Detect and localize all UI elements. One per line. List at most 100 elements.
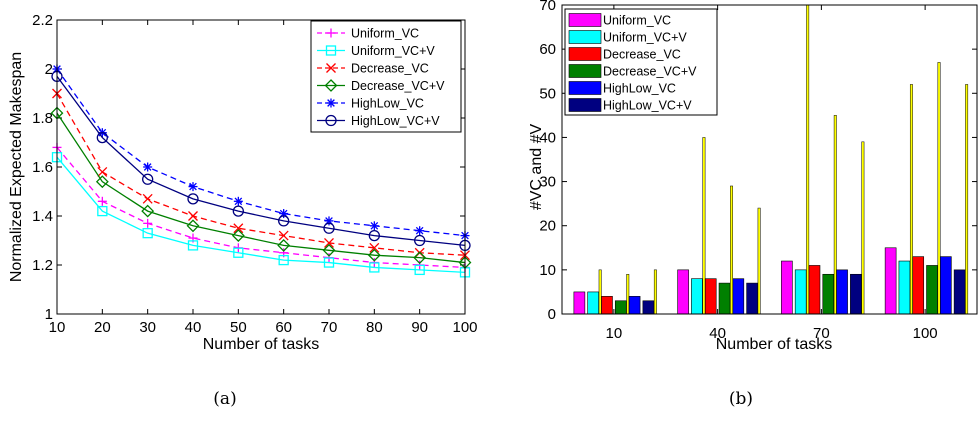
legend-label: HighLow_VC+V bbox=[351, 114, 440, 128]
bar-uniform-vc-v bbox=[794, 269, 807, 315]
bar-uniform-vc-v bbox=[691, 278, 703, 315]
data-point bbox=[142, 173, 154, 185]
chart-a-xlabel: Number of tasks bbox=[203, 336, 319, 353]
y-tick-label: 1 bbox=[45, 306, 53, 323]
thin-bar bbox=[653, 269, 657, 315]
thin-bar bbox=[861, 141, 865, 315]
data-point bbox=[97, 196, 107, 206]
legend-marker bbox=[325, 114, 337, 127]
data-point bbox=[233, 247, 244, 258]
legend-label: Uniform_VC bbox=[603, 14, 671, 28]
data-point bbox=[323, 257, 335, 268]
legend-swatch bbox=[568, 81, 602, 95]
data-point bbox=[323, 222, 335, 234]
data-point bbox=[369, 262, 380, 273]
data-point bbox=[367, 248, 381, 262]
bar-uniform-vc bbox=[573, 291, 586, 315]
series-line-highlow-vc bbox=[56, 68, 466, 237]
data-point bbox=[186, 219, 200, 233]
data-point bbox=[278, 215, 290, 227]
data-point bbox=[322, 243, 336, 257]
data-point bbox=[142, 227, 153, 239]
legend-swatch bbox=[568, 30, 602, 44]
y-tick-label: 0 bbox=[548, 306, 556, 323]
bar-highlow-vc bbox=[732, 278, 745, 315]
chart-a-ticks: 10 20 30 40 50 60 70 80 90 100 1 1.2 1.4 1.6 1.8 2 2.2 bbox=[32, 12, 477, 336]
x-tick-label: 100 bbox=[452, 319, 477, 336]
bar-highlow-vc bbox=[628, 296, 641, 315]
thin-bar bbox=[806, 4, 810, 315]
thin-bar bbox=[757, 207, 761, 315]
data-point bbox=[188, 211, 198, 221]
x-tick-label: 40 bbox=[709, 325, 726, 342]
chart-b-caption: (b) bbox=[729, 389, 753, 409]
legend-marker bbox=[325, 45, 337, 56]
x-tick-label: 10 bbox=[49, 319, 66, 336]
bar-uniform-vc bbox=[884, 247, 897, 315]
legend-marker bbox=[326, 98, 336, 108]
data-point bbox=[233, 196, 243, 206]
legend-swatch bbox=[568, 98, 602, 112]
bar-highlow-vc-v bbox=[746, 282, 758, 315]
bar-decrease-vc-v bbox=[926, 265, 938, 315]
legend-label: HighLow_VC bbox=[603, 82, 676, 96]
bar-uniform-vc-v bbox=[587, 291, 599, 315]
data-point bbox=[188, 182, 198, 192]
legend-label: HighLow_VC bbox=[351, 97, 424, 111]
bar-highlow-vc bbox=[940, 256, 952, 315]
x-tick-label: 10 bbox=[606, 325, 623, 342]
data-point bbox=[232, 205, 244, 217]
data-point bbox=[95, 175, 109, 189]
bar-decrease-vc bbox=[601, 296, 613, 315]
legend-box bbox=[310, 20, 462, 133]
bar-decrease-vc-v bbox=[614, 300, 627, 315]
y-tick-label: 60 bbox=[539, 41, 556, 58]
data-point bbox=[143, 162, 153, 172]
chart-a-lines bbox=[50, 64, 472, 278]
data-point bbox=[231, 229, 245, 243]
legend-label: Decrease_VC bbox=[351, 62, 429, 76]
x-tick-label: 50 bbox=[230, 319, 247, 336]
bar-decrease-vc-v bbox=[822, 273, 835, 315]
chart-a-legend: Uniform_VC Uniform_VC+V Decrease_VC Decreas… bbox=[310, 20, 462, 133]
data-point bbox=[278, 254, 289, 266]
thin-bar bbox=[965, 84, 969, 315]
legend-label: HighLow_VC+V bbox=[603, 99, 692, 113]
y-tick-label: 1.6 bbox=[32, 159, 53, 176]
x-tick-label: 100 bbox=[913, 325, 938, 342]
legend-swatch bbox=[568, 64, 602, 78]
data-point bbox=[143, 218, 153, 228]
legend-label: Uniform_VC bbox=[351, 27, 419, 41]
data-point bbox=[277, 238, 291, 252]
chart-b-legend: Uniform_VC Uniform_VC+V Decrease_VC Decreas… bbox=[564, 8, 718, 116]
x-tick-label: 70 bbox=[813, 325, 830, 342]
bar-highlow-vc-v bbox=[850, 273, 862, 315]
data-point bbox=[96, 131, 108, 144]
legend-swatch bbox=[568, 13, 602, 27]
chart-b-xlabel: Number of tasks bbox=[716, 336, 832, 353]
thin-bar bbox=[702, 137, 706, 315]
bar-highlow-vc-v bbox=[953, 269, 966, 315]
y-tick-label: 40 bbox=[539, 129, 556, 146]
data-point bbox=[142, 193, 153, 204]
bar-decrease-vc bbox=[704, 278, 717, 315]
thin-bar bbox=[730, 185, 733, 315]
legend-label: Decrease_VC bbox=[603, 48, 681, 62]
data-point bbox=[369, 221, 379, 231]
thin-bar bbox=[598, 269, 602, 315]
series-line-uniform-vc bbox=[56, 146, 466, 269]
bar-highlow-vc bbox=[836, 269, 848, 315]
data-point bbox=[414, 264, 425, 276]
series-line-uniform-vc-v bbox=[56, 156, 466, 273]
legend-label: Decrease_VC+V bbox=[351, 79, 445, 93]
data-point bbox=[369, 242, 380, 253]
y-tick-label: 2 bbox=[45, 61, 53, 78]
y-tick-label: 1.4 bbox=[32, 208, 53, 225]
legend-swatch bbox=[568, 47, 602, 61]
x-tick-label: 80 bbox=[366, 319, 383, 336]
data-point bbox=[324, 237, 334, 248]
data-point bbox=[97, 205, 108, 217]
x-tick-label: 40 bbox=[185, 319, 202, 336]
